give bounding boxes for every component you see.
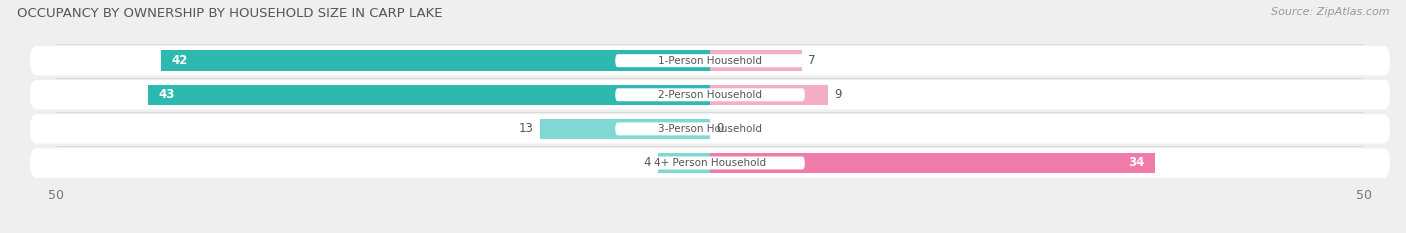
FancyBboxPatch shape (616, 157, 804, 169)
FancyBboxPatch shape (30, 148, 1391, 178)
Bar (658, 153, 710, 173)
FancyBboxPatch shape (616, 88, 804, 101)
Bar (710, 153, 1154, 173)
Text: 4+ Person Household: 4+ Person Household (654, 158, 766, 168)
Text: 34: 34 (1128, 157, 1144, 169)
Text: 43: 43 (159, 88, 174, 101)
FancyBboxPatch shape (616, 122, 804, 135)
Text: 0: 0 (717, 122, 724, 135)
Text: 42: 42 (172, 54, 187, 67)
Text: 9: 9 (834, 88, 842, 101)
Text: 1-Person Household: 1-Person Household (658, 56, 762, 66)
Text: 3-Person Household: 3-Person Household (658, 124, 762, 134)
Text: 13: 13 (519, 122, 533, 135)
FancyBboxPatch shape (30, 46, 1391, 75)
Text: OCCUPANCY BY OWNERSHIP BY HOUSEHOLD SIZE IN CARP LAKE: OCCUPANCY BY OWNERSHIP BY HOUSEHOLD SIZE… (17, 7, 443, 20)
Bar (160, 51, 710, 71)
Bar (540, 119, 710, 139)
Text: 2-Person Household: 2-Person Household (658, 90, 762, 100)
Bar (710, 51, 801, 71)
Text: Source: ZipAtlas.com: Source: ZipAtlas.com (1271, 7, 1389, 17)
Bar (710, 85, 828, 105)
FancyBboxPatch shape (30, 114, 1391, 144)
Bar (148, 85, 710, 105)
FancyBboxPatch shape (616, 54, 804, 67)
FancyBboxPatch shape (30, 80, 1391, 110)
Text: 4: 4 (644, 157, 651, 169)
Text: 7: 7 (808, 54, 815, 67)
